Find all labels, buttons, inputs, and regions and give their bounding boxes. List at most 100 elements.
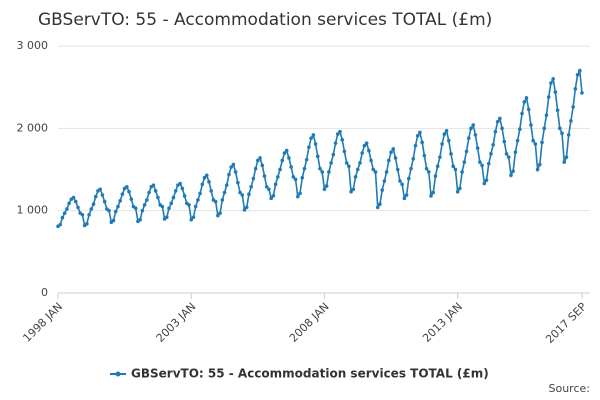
data-point	[522, 100, 527, 104]
data-point	[391, 147, 396, 151]
data-point	[478, 160, 482, 164]
data-point	[420, 140, 424, 145]
data-point	[480, 163, 484, 168]
y-tick-label: 2 000	[17, 121, 49, 134]
data-point	[260, 163, 265, 168]
data-point	[473, 133, 478, 137]
data-point	[227, 172, 231, 177]
y-tick-label: 1 000	[17, 204, 49, 217]
data-point	[509, 173, 513, 178]
data-point	[169, 201, 174, 206]
data-point	[393, 156, 398, 160]
data-point	[258, 156, 262, 160]
data-point	[502, 139, 507, 144]
data-point	[120, 192, 125, 196]
data-point	[551, 77, 555, 81]
data-point	[118, 198, 122, 203]
data-point	[87, 212, 91, 217]
data-point	[238, 190, 242, 195]
data-point	[62, 211, 67, 215]
data-point	[562, 160, 567, 164]
data-point	[333, 141, 338, 145]
data-point	[293, 177, 298, 182]
data-point	[440, 142, 444, 146]
data-point	[493, 129, 498, 134]
data-point	[438, 155, 442, 159]
data-point	[138, 217, 142, 222]
data-point	[411, 156, 416, 161]
data-point	[209, 189, 214, 193]
data-point	[80, 212, 85, 217]
data-point	[506, 155, 511, 159]
data-point	[353, 175, 358, 179]
data-point	[486, 161, 491, 166]
data-point	[555, 108, 560, 113]
data-point	[395, 167, 400, 172]
data-point	[355, 167, 360, 172]
data-point	[542, 126, 547, 131]
data-point	[182, 194, 187, 198]
data-point	[295, 194, 300, 199]
data-point	[373, 170, 378, 174]
data-point	[451, 164, 456, 169]
data-point	[482, 181, 487, 186]
data-point	[113, 209, 118, 214]
data-point	[242, 208, 247, 212]
data-point	[540, 140, 544, 145]
source: Source:	[549, 382, 591, 395]
data-point	[100, 193, 105, 197]
data-point	[526, 107, 531, 112]
series-line	[57, 68, 583, 227]
data-point	[324, 184, 329, 188]
data-point	[271, 194, 276, 198]
data-point	[375, 205, 380, 210]
data-point	[347, 164, 351, 169]
data-point	[566, 133, 571, 137]
data-point	[338, 129, 342, 134]
data-point	[433, 174, 438, 178]
data-point	[278, 167, 282, 172]
data-point	[307, 145, 311, 150]
data-point	[202, 175, 207, 180]
data-point	[327, 170, 331, 174]
data-point	[340, 138, 345, 142]
data-point	[342, 149, 347, 154]
data-point	[335, 132, 340, 136]
data-point	[220, 198, 225, 202]
data-point	[520, 111, 524, 116]
data-point	[200, 182, 205, 187]
data-point	[378, 202, 382, 206]
data-point	[358, 161, 362, 165]
data-point	[462, 160, 467, 164]
data-point	[511, 169, 515, 173]
data-point	[580, 91, 584, 95]
data-point	[309, 136, 313, 141]
data-point	[560, 131, 564, 136]
data-point	[351, 187, 356, 192]
data-point	[464, 149, 469, 154]
x-tick-label: 2017 SEP	[543, 300, 589, 346]
data-point	[422, 153, 427, 158]
data-point	[116, 204, 120, 209]
data-point	[546, 95, 551, 99]
data-point	[231, 162, 236, 167]
data-point	[233, 170, 238, 174]
data-point	[458, 186, 462, 191]
data-point	[418, 130, 422, 135]
data-point	[471, 123, 476, 127]
data-point	[282, 151, 287, 155]
data-point	[489, 152, 493, 156]
data-point	[129, 197, 134, 201]
data-point	[111, 218, 116, 223]
data-point	[107, 208, 111, 213]
data-point	[125, 184, 129, 189]
data-point	[256, 158, 260, 163]
data-point	[76, 205, 80, 210]
data-point	[549, 81, 553, 85]
data-point	[475, 146, 480, 150]
data-point	[229, 165, 233, 169]
data-point	[349, 189, 353, 194]
data-point	[171, 195, 176, 200]
data-point	[426, 170, 431, 174]
